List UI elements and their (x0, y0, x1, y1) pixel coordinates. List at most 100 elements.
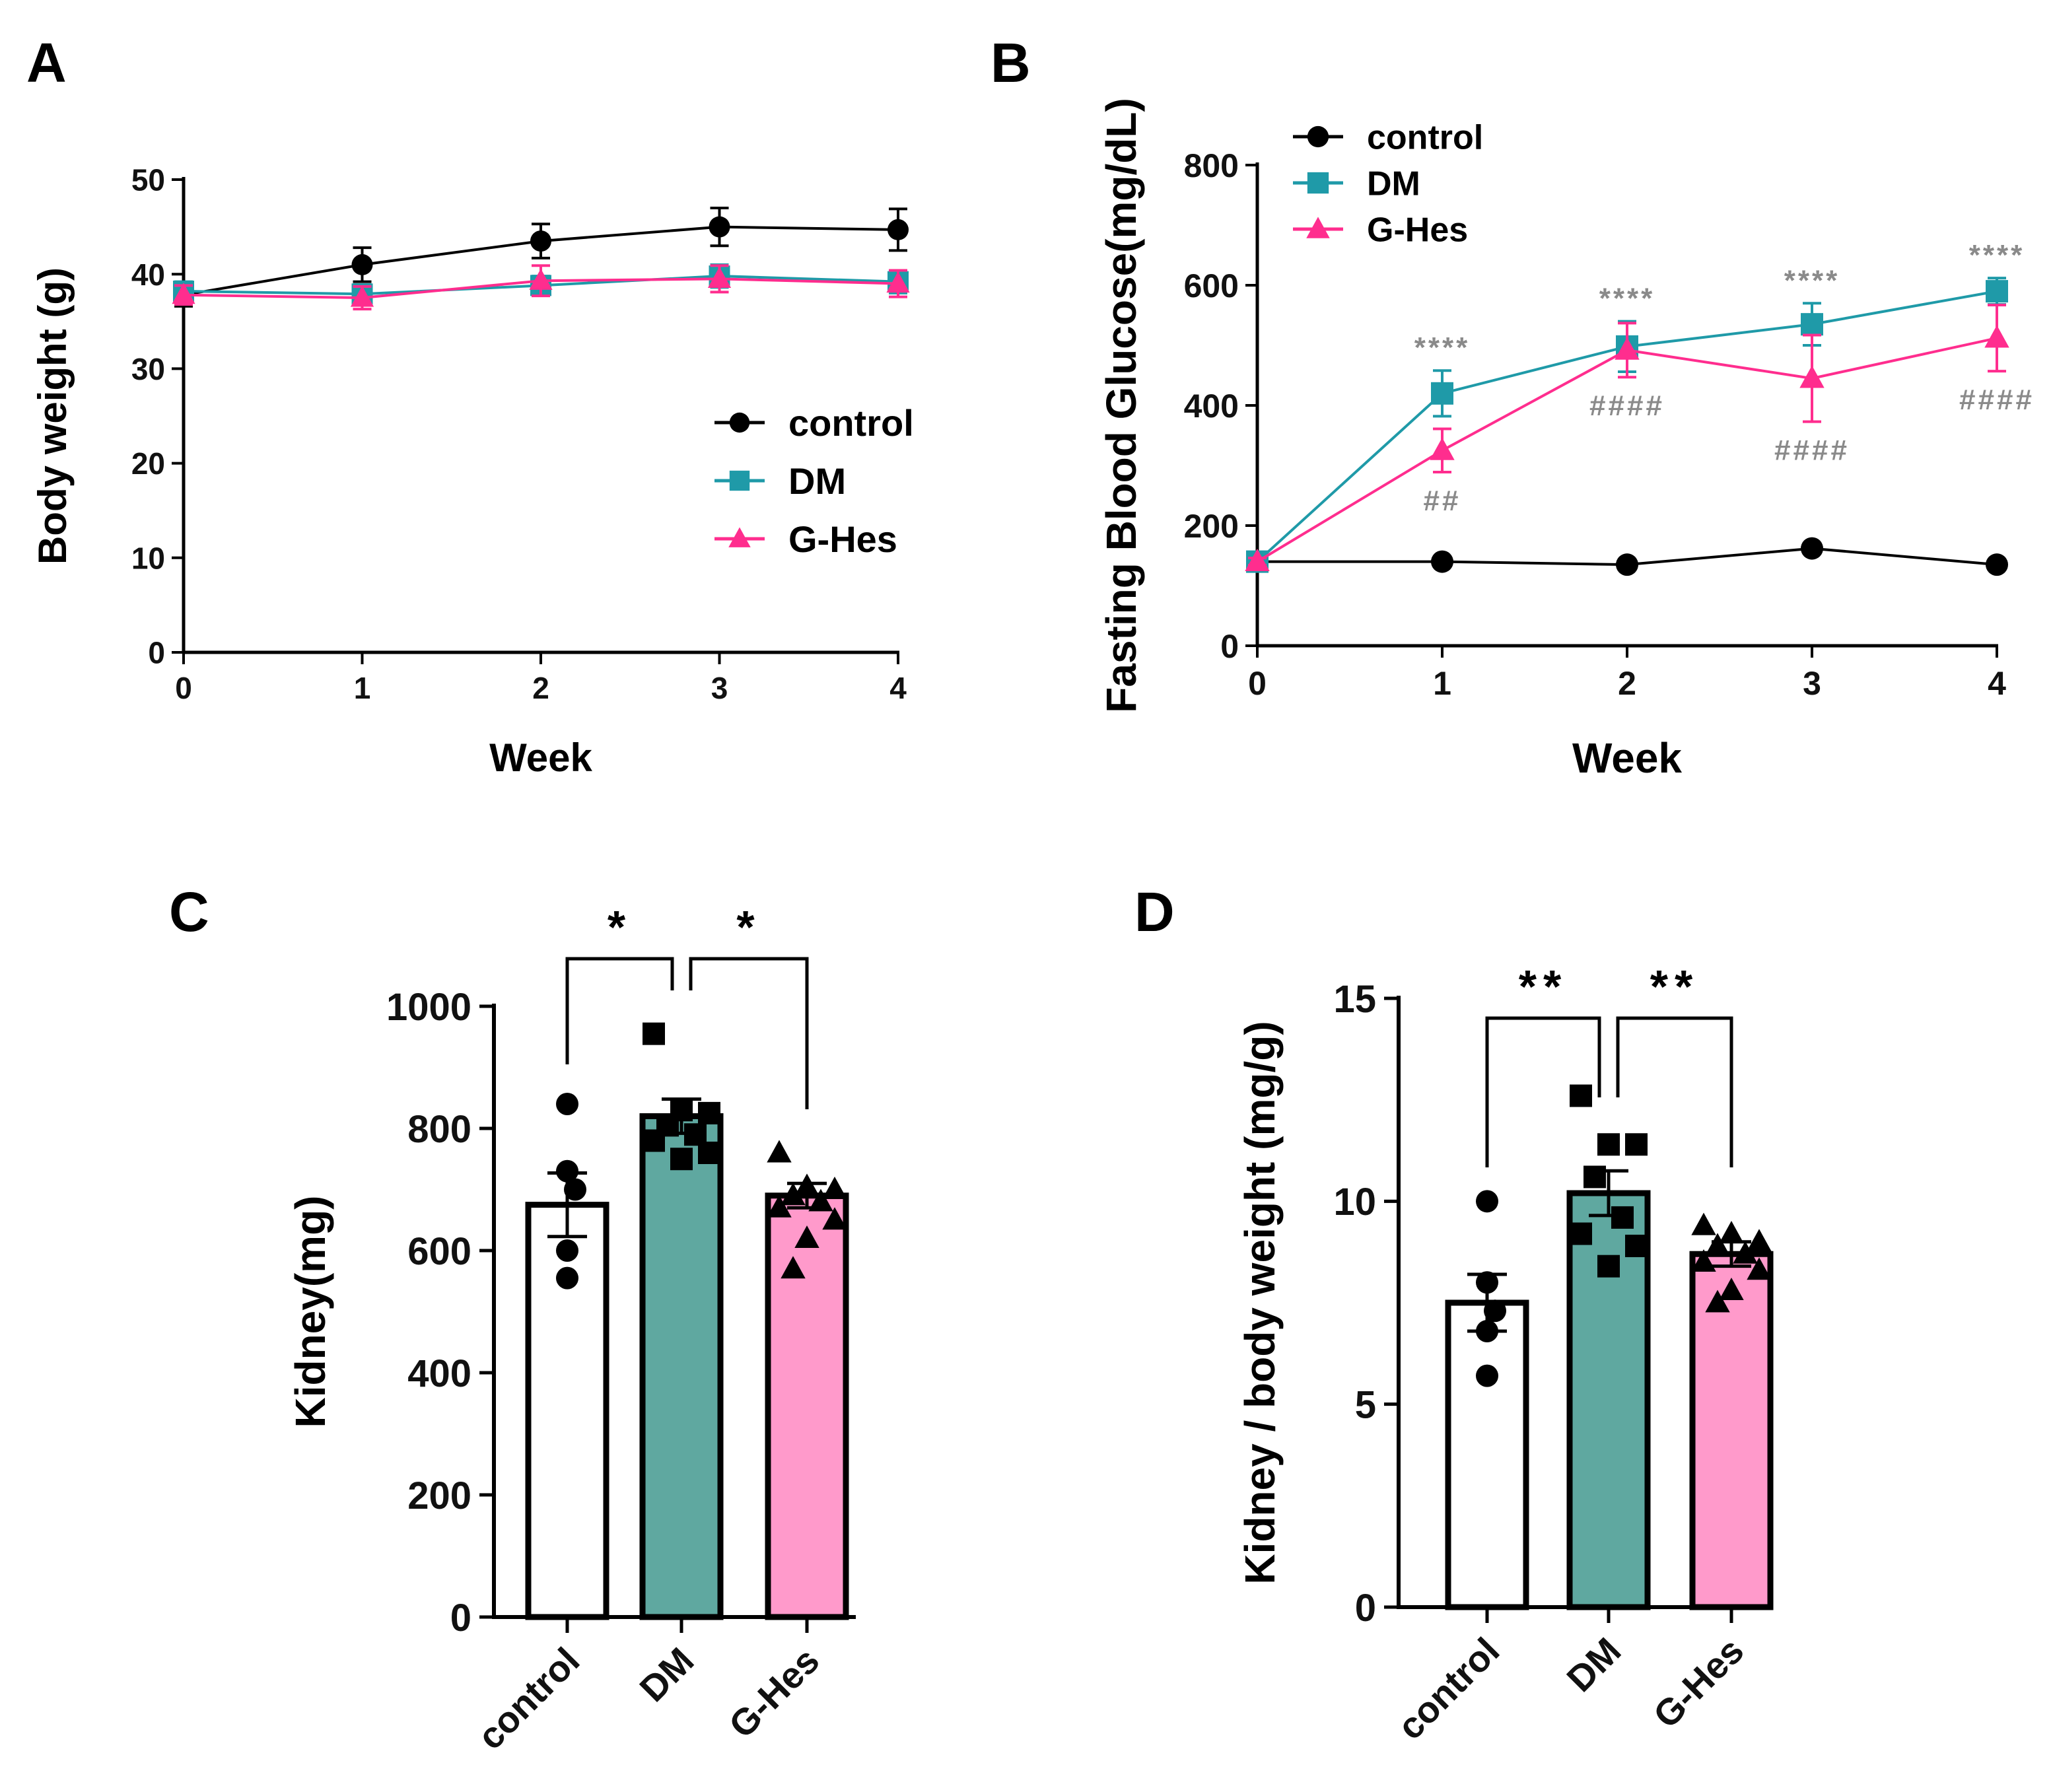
y-tick-label: 800 (1184, 147, 1239, 184)
data-point-control (887, 219, 909, 240)
y-tick-label: 15 (1333, 978, 1376, 1021)
data-point-g-hes (529, 268, 553, 290)
data-point-dm (670, 1148, 693, 1171)
y-tick-label: 10 (1333, 1181, 1376, 1223)
bar-dm (639, 1113, 724, 1620)
legend-marker-g-hes (1306, 217, 1330, 238)
significance-bracket (1616, 1016, 1733, 1167)
bar-group-control (525, 1093, 609, 1620)
data-point-g-hes (1733, 1241, 1758, 1264)
series-g-hes (172, 264, 910, 311)
bar-group-dm (1566, 1084, 1651, 1610)
x-axis-title: Week (1572, 734, 1682, 782)
y-tick-label: 200 (1184, 508, 1239, 545)
data-point-dm (643, 1129, 665, 1152)
data-point-g-hes (1245, 549, 1270, 572)
significance-stars: * (608, 901, 632, 953)
data-point-g-hes (781, 1183, 806, 1206)
data-point-control (564, 1178, 586, 1201)
legend-label-dm: DM (788, 460, 846, 502)
data-point-dm (698, 1142, 720, 1164)
data-point-control (1616, 553, 1638, 576)
y-tick-label: 1000 (386, 986, 471, 1029)
data-point-control (1986, 553, 2008, 576)
data-point-control (351, 254, 373, 275)
significance-hashes: #### (1959, 384, 2035, 416)
data-point-control (1476, 1271, 1498, 1294)
x-tick-label: 0 (175, 671, 192, 705)
category-label-dm: DM (1558, 1630, 1628, 1700)
x-tick-label: 4 (889, 671, 907, 705)
data-point-g-hes (781, 1256, 806, 1279)
y-axis-title: Kidney / body weight (mg/g) (1236, 1021, 1284, 1584)
data-point-control (556, 1093, 578, 1115)
data-point-dm (1625, 1234, 1648, 1257)
x-tick-label: 0 (1248, 665, 1267, 702)
data-point-g-hes (1799, 365, 1825, 388)
y-tick-label: 600 (1184, 267, 1239, 304)
y-axis-title: Fasting Blood Glucose(mg/dL) (1097, 98, 1145, 713)
data-point-control (1484, 1299, 1506, 1323)
data-point-dm (1431, 382, 1453, 405)
panel-label-A: A (26, 32, 67, 94)
data-point-control (1431, 550, 1453, 573)
x-axis-title: Week (489, 736, 592, 780)
data-point-dm (1583, 1165, 1606, 1189)
x-tick-label: 2 (1618, 665, 1636, 702)
significance-stars: ** (1519, 961, 1568, 1012)
bar-g-hes (765, 1192, 849, 1620)
data-point-dm (1986, 280, 2008, 303)
y-axis-title: Body weight (g) (30, 267, 75, 565)
y-tick-label: 50 (131, 163, 165, 197)
legend-label-dm: DM (1367, 165, 1420, 203)
panel-label-C: C (169, 881, 209, 943)
panel-a-body-weight-chart: 0 10 20 30 40 50 0 1 2 3 4 Week Body weight (g) contr… (30, 163, 914, 780)
data-point-g-hes (1719, 1220, 1744, 1243)
category-label-g-hes: G-Hes (720, 1639, 827, 1746)
legend-label-control: control (1367, 119, 1483, 157)
significance-stars: **** (1414, 331, 1471, 364)
data-point-g-hes (707, 266, 732, 288)
bar-control (525, 1202, 609, 1620)
legend-marker-dm (729, 470, 750, 491)
y-axis-title: Kidney(mg) (287, 1196, 334, 1428)
y-tick-label: 0 (450, 1597, 471, 1639)
y-tick-label: 0 (1220, 628, 1239, 665)
significance-hashes: #### (1774, 434, 1850, 467)
significance-bracket (565, 957, 674, 1064)
data-point-dm (1801, 313, 1823, 336)
data-point-control (556, 1239, 578, 1262)
x-tick-label: 3 (1803, 665, 1821, 702)
x-tick-label: 2 (532, 671, 549, 705)
data-point-g-hes (886, 271, 910, 293)
data-point-g-hes (1691, 1249, 1716, 1272)
data-point-g-hes (1747, 1229, 1772, 1252)
legend-marker-dm (1307, 172, 1329, 194)
significance-bracket (1485, 1016, 1601, 1167)
panel-b-glucose-chart: 0 200 400 600 800 0 1 2 3 4 Week Fasting Blood Gluc… (1097, 98, 2035, 782)
bar-group-g-hes (1689, 1212, 1774, 1610)
data-point-dm (1570, 1222, 1592, 1245)
x-tick-label: 1 (1433, 665, 1451, 702)
data-point-dm (1625, 1133, 1648, 1156)
bar-group-dm (639, 1022, 724, 1620)
x-tick-label: 3 (711, 671, 728, 705)
data-point-control (556, 1159, 578, 1183)
bar-group-control (1445, 1190, 1529, 1610)
y-tick-label: 800 (407, 1108, 471, 1151)
panel-c-kidney-chart: 0 200 400 600 800 1000 Kidney(mg) control DM G-He… (287, 901, 856, 1758)
significance-hashes: ## (1424, 485, 1461, 517)
significance-stars: **** (1599, 283, 1655, 315)
data-point-g-hes (1691, 1212, 1716, 1235)
data-point-dm (1570, 1084, 1592, 1107)
significance-stars: * (736, 901, 761, 953)
data-point-control (556, 1266, 578, 1290)
legend-label-g-hes: G-Hes (1367, 211, 1468, 250)
y-tick-label: 10 (131, 541, 165, 575)
category-label-control: control (1389, 1630, 1508, 1748)
data-point-g-hes (794, 1173, 819, 1196)
series-g-hes (1245, 304, 2009, 572)
data-point-dm (1611, 1206, 1634, 1229)
legend-marker-control (1307, 125, 1329, 148)
